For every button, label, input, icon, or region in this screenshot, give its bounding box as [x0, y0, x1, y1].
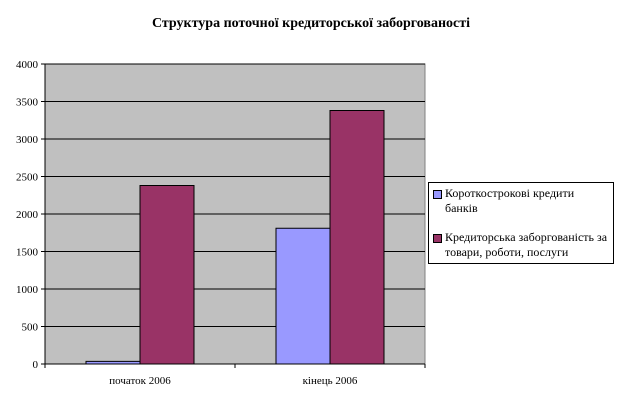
y-tick-label: 500 — [22, 322, 39, 334]
legend-label: Кредиторська заборгованість за товари, р… — [445, 230, 608, 259]
legend-swatch — [433, 190, 442, 199]
y-tick-label: 3500 — [16, 97, 39, 109]
bar — [275, 227, 331, 365]
chart-title: Структура поточної кредиторської заборго… — [151, 16, 471, 31]
legend-label: Короткострокові кредити банків — [445, 186, 575, 215]
bar — [85, 360, 141, 365]
x-tick-label: кінець 2006 — [303, 375, 358, 387]
y-tick-label: 1000 — [16, 284, 39, 296]
y-tick-label: 2000 — [16, 209, 39, 221]
x-tick-label: початок 2006 — [109, 375, 171, 387]
y-tick-label: 1500 — [16, 247, 39, 259]
bar — [329, 110, 385, 365]
legend-item: Короткострокові кредити банків — [433, 186, 609, 216]
legend-item: Кредиторська заборгованість за товари, р… — [433, 230, 609, 260]
y-tick-label: 0 — [33, 359, 39, 371]
legend-swatch — [433, 234, 442, 243]
y-tick-label: 2500 — [16, 172, 39, 184]
y-tick-label: 3000 — [16, 134, 39, 146]
y-tick-label: 4000 — [16, 59, 39, 71]
legend: Короткострокові кредити банків Кредиторс… — [428, 182, 614, 264]
bar — [139, 185, 195, 365]
